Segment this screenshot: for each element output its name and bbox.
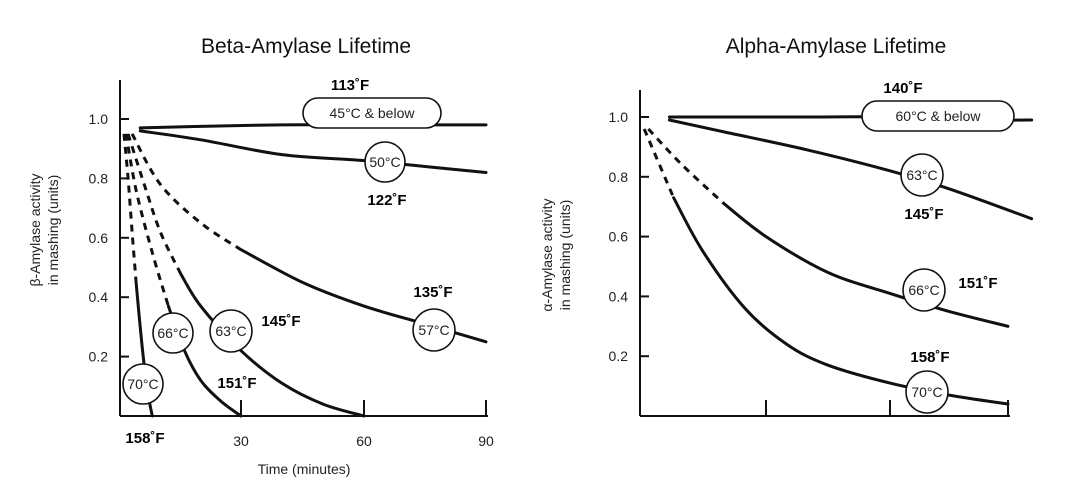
alpha-amylase-chart: Alpha-Amylase Lifetime α-Amylase activit… bbox=[539, 35, 1034, 417]
beta-fahrenheit-annotation: 158˚F bbox=[125, 430, 164, 447]
beta-fahrenheit-annotation: 113˚F bbox=[331, 77, 369, 94]
beta-x-tick-label: 90 bbox=[478, 433, 494, 449]
beta-x-axis-label: Time (minutes) bbox=[258, 461, 351, 477]
beta-fahrenheit-annotation: 122˚F bbox=[367, 192, 406, 209]
beta-fahrenheit-annotation: 135˚F bbox=[413, 284, 452, 301]
alpha-series-label: 63°C bbox=[906, 167, 937, 183]
alpha-y-tick-label: 0.6 bbox=[609, 229, 629, 245]
beta-y-tick-label: 0.4 bbox=[89, 289, 109, 305]
alpha-y-tick-label: 1.0 bbox=[609, 109, 629, 125]
alpha-series-label-bubble bbox=[861, 100, 1015, 132]
beta-series-line bbox=[138, 129, 488, 174]
beta-y-tick-label: 0.6 bbox=[89, 230, 109, 246]
alpha-series-line bbox=[722, 202, 1010, 328]
alpha-curves bbox=[642, 115, 1034, 406]
alpha-fahrenheit-annotation: 151˚F bbox=[958, 275, 997, 292]
beta-fahrenheit-annotation: 151˚F bbox=[217, 375, 256, 392]
alpha-series-label-bubble bbox=[900, 153, 944, 197]
alpha-series-labels: 60°C & below 140˚F 63°C 145˚F 66°C 151˚F 70°C 1… bbox=[861, 80, 1015, 414]
beta-series-label-bubble bbox=[364, 141, 406, 183]
beta-series-label: 66°C bbox=[157, 325, 188, 341]
beta-series-dashed-start bbox=[126, 133, 182, 275]
beta-series-label-bubble bbox=[302, 97, 442, 129]
alpha-y-tick-label: 0.2 bbox=[609, 348, 629, 364]
alpha-fahrenheit-annotation: 140˚F bbox=[883, 80, 922, 97]
beta-ticks: 1.0 0.8 0.6 0.4 0.2 30 60 90 bbox=[89, 111, 494, 449]
beta-series-label: 45°C & below bbox=[330, 105, 416, 121]
beta-amylase-chart: Beta-Amylase Lifetime β-Amylase activity… bbox=[27, 35, 494, 477]
beta-curves bbox=[122, 123, 488, 418]
beta-series-label: 70°C bbox=[127, 376, 158, 392]
alpha-y-tick-label: 0.4 bbox=[609, 288, 629, 304]
beta-series-label-bubble bbox=[209, 309, 253, 353]
alpha-series-label-bubble bbox=[902, 268, 946, 312]
beta-series-line bbox=[179, 271, 366, 418]
beta-series-label-bubble bbox=[122, 363, 164, 405]
alpha-series-dashed-start bbox=[647, 127, 726, 205]
beta-x-tick-label: 60 bbox=[356, 433, 372, 449]
alpha-series-label: 70°C bbox=[911, 384, 942, 400]
beta-series-labels: 45°C & below 113˚F 50°C 122˚F 57°C 135˚F 63°C 1… bbox=[122, 77, 456, 447]
beta-y-tick-label: 1.0 bbox=[89, 111, 109, 127]
alpha-series-label: 66°C bbox=[908, 282, 939, 298]
beta-y-tick-label: 0.8 bbox=[89, 170, 109, 186]
alpha-series-line bbox=[667, 118, 1034, 221]
beta-series-label: 63°C bbox=[215, 323, 246, 339]
alpha-series-label: 60°C & below bbox=[896, 108, 982, 124]
beta-fahrenheit-annotation: 145˚F bbox=[261, 313, 300, 330]
alpha-series-line bbox=[672, 196, 1010, 406]
beta-series-label-bubble bbox=[412, 308, 456, 352]
beta-axes bbox=[119, 80, 488, 417]
beta-chart-title: Beta-Amylase Lifetime bbox=[201, 35, 411, 58]
alpha-ticks: 1.0 0.8 0.6 0.4 0.2 bbox=[609, 109, 1009, 416]
alpha-chart-title: Alpha-Amylase Lifetime bbox=[726, 35, 947, 58]
beta-series-label-bubble bbox=[152, 312, 194, 354]
alpha-y-tick-label: 0.8 bbox=[609, 169, 629, 185]
beta-series-label: 50°C bbox=[369, 154, 400, 170]
alpha-y-axis-label-line1: α-Amylase activity bbox=[539, 198, 555, 311]
beta-x-tick-label: 30 bbox=[233, 433, 249, 449]
beta-y-axis-label-line1: β-Amylase activity bbox=[27, 173, 43, 286]
alpha-series-dashed-start bbox=[642, 128, 675, 199]
beta-series-dashed-start bbox=[122, 133, 138, 283]
beta-series-dashed-start bbox=[124, 133, 170, 307]
alpha-y-axis-label-line2: in mashing (units) bbox=[557, 200, 573, 311]
beta-series-label: 57°C bbox=[418, 322, 449, 338]
alpha-series-label-bubble bbox=[905, 370, 949, 414]
alpha-axes bbox=[639, 90, 1010, 417]
alpha-fahrenheit-annotation: 158˚F bbox=[910, 349, 949, 366]
beta-y-axis-label-line2: in mashing (units) bbox=[45, 175, 61, 286]
beta-y-tick-label: 0.2 bbox=[89, 349, 109, 365]
beta-series-dashed-start bbox=[130, 133, 242, 251]
alpha-fahrenheit-annotation: 145˚F bbox=[904, 206, 943, 223]
